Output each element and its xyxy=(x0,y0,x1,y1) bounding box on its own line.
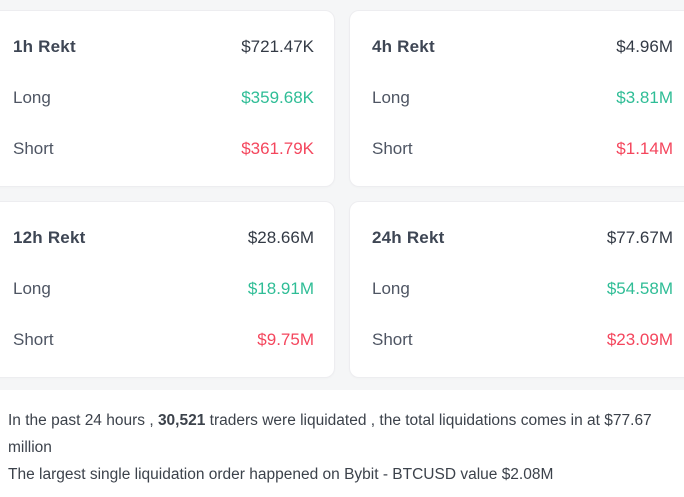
short-label: Short xyxy=(372,139,413,158)
traders-count: 30,521 xyxy=(157,412,206,429)
rekt-cards-grid: 1h Rekt $721.47K Long $359.68K Short $36… xyxy=(0,10,684,378)
card-title: 4h Rekt xyxy=(372,37,435,56)
liquidation-summary: In the past 24 hours , 30,521 traders we… xyxy=(0,390,684,488)
rekt-card-4h: 4h Rekt $4.96M Long $3.81M Short $1.14M xyxy=(349,10,684,187)
summary-line-1-prefix: In the past 24 hours , xyxy=(8,412,158,429)
short-row: Short $1.14M xyxy=(372,138,673,159)
card-header-row: 4h Rekt $4.96M xyxy=(372,36,673,57)
rekt-card-1h: 1h Rekt $721.47K Long $359.68K Short $36… xyxy=(0,10,335,187)
summary-line-1: In the past 24 hours , 30,521 traders we… xyxy=(8,407,660,461)
long-value: $54.58M xyxy=(606,279,673,298)
rekt-cards-section: 1h Rekt $721.47K Long $359.68K Short $36… xyxy=(0,10,684,378)
summary-line-1-suffix: traders were liquidated , the total liqu… xyxy=(8,412,652,456)
card-total-value: $77.67M xyxy=(606,228,673,247)
long-row: Long $359.68K xyxy=(13,87,314,108)
short-row: Short $23.09M xyxy=(372,329,673,350)
short-row: Short $9.75M xyxy=(13,329,314,350)
short-row: Short $361.79K xyxy=(13,138,314,159)
long-row: Long $3.81M xyxy=(372,87,673,108)
rekt-card-12h: 12h Rekt $28.66M Long $18.91M Short $9.7… xyxy=(0,201,335,378)
long-label: Long xyxy=(372,88,410,107)
short-label: Short xyxy=(13,139,54,158)
short-value: $23.09M xyxy=(606,330,673,349)
card-header-row: 12h Rekt $28.66M xyxy=(13,227,314,248)
card-header-row: 24h Rekt $77.67M xyxy=(372,227,673,248)
short-label: Short xyxy=(372,330,413,349)
short-label: Short xyxy=(13,330,54,349)
long-value: $3.81M xyxy=(616,88,673,107)
card-total-value: $28.66M xyxy=(247,228,314,247)
long-row: Long $54.58M xyxy=(372,278,673,299)
card-total-value: $721.47K xyxy=(241,37,314,56)
short-value: $361.79K xyxy=(241,139,314,158)
card-title: 1h Rekt xyxy=(13,37,76,56)
long-label: Long xyxy=(372,279,410,298)
short-value: $9.75M xyxy=(257,330,314,349)
long-value: $359.68K xyxy=(241,88,314,107)
card-title: 24h Rekt xyxy=(372,228,445,247)
rekt-card-24h: 24h Rekt $77.67M Long $54.58M Short $23.… xyxy=(349,201,684,378)
long-label: Long xyxy=(13,279,51,298)
summary-line-2: The largest single liquidation order hap… xyxy=(8,466,554,483)
card-header-row: 1h Rekt $721.47K xyxy=(13,36,314,57)
long-value: $18.91M xyxy=(247,279,314,298)
long-row: Long $18.91M xyxy=(13,278,314,299)
short-value: $1.14M xyxy=(616,139,673,158)
long-label: Long xyxy=(13,88,51,107)
card-total-value: $4.96M xyxy=(616,37,673,56)
card-title: 12h Rekt xyxy=(13,228,86,247)
